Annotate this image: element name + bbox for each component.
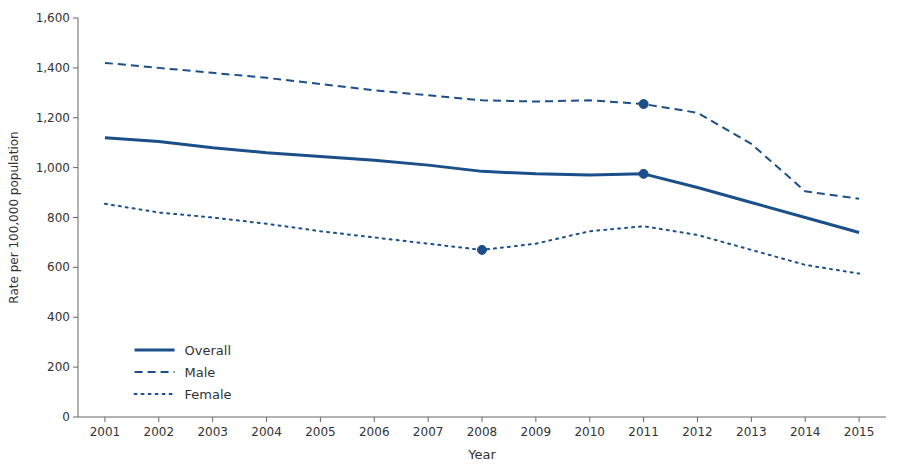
legend-swatch	[135, 393, 175, 395]
axes: 0 200 400 600 800 1,000 1,200 1,400 1,600 2001 200…	[36, 11, 886, 439]
series-line	[105, 204, 859, 274]
x-tick	[482, 417, 483, 422]
x-tick	[320, 417, 321, 422]
series-line	[105, 63, 859, 199]
x-tick	[266, 417, 267, 422]
plot-area	[105, 63, 859, 274]
page: {"chart_data": {"type": "line", "xlabel"…	[0, 0, 908, 469]
x-tick	[374, 417, 375, 422]
legend-swatch	[135, 371, 175, 373]
y-tick-label: 400	[47, 310, 70, 324]
marker	[639, 100, 648, 109]
marker	[478, 245, 487, 254]
y-tick	[73, 267, 78, 268]
y-tick-label: 1,600	[36, 11, 70, 25]
legend-label: Male	[185, 365, 216, 380]
x-tick	[643, 417, 644, 422]
legend: Overall Male Female	[135, 343, 232, 402]
y-tick-label: 200	[47, 360, 70, 374]
x-tick-label: 2006	[359, 425, 390, 439]
x-tick	[212, 417, 213, 422]
y-axis-label: Rate per 100,000 population	[7, 131, 21, 303]
y-tick-label: 600	[47, 260, 70, 274]
y-tick	[73, 18, 78, 19]
x-tick	[589, 417, 590, 422]
x-tick-label: 2004	[251, 425, 282, 439]
x-tick-label: 2013	[736, 425, 767, 439]
y-tick-label: 1,400	[36, 61, 70, 75]
x-tick-label: 2003	[197, 425, 228, 439]
x-tick	[859, 417, 860, 422]
y-tick	[73, 67, 78, 68]
y-tick	[73, 317, 78, 318]
x-tick	[428, 417, 429, 422]
x-tick	[805, 417, 806, 422]
y-tick	[73, 167, 78, 168]
x-tick-label: 2009	[521, 425, 552, 439]
marker	[639, 169, 648, 178]
x-tick-label: 2014	[790, 425, 821, 439]
y-tick-label: 800	[47, 211, 70, 225]
x-tick	[535, 417, 536, 422]
x-tick	[751, 417, 752, 422]
x-tick	[697, 417, 698, 422]
x-tick-label: 2012	[682, 425, 713, 439]
y-tick	[73, 217, 78, 218]
x-tick	[104, 417, 105, 422]
legend-label: Overall	[185, 343, 231, 358]
legend-label: Female	[185, 387, 232, 402]
x-tick-label: 2015	[844, 425, 875, 439]
y-tick-label: 1,000	[36, 161, 70, 175]
x-tick-label: 2002	[144, 425, 175, 439]
y-tick	[73, 117, 78, 118]
y-tick-label: 0	[62, 410, 70, 424]
y-tick	[73, 417, 78, 418]
x-tick-label: 2001	[90, 425, 121, 439]
x-axis-label: Year	[467, 447, 496, 462]
legend-swatch	[135, 349, 175, 352]
x-tick-label: 2005	[305, 425, 336, 439]
x-tick-label: 2008	[467, 425, 498, 439]
x-tick-label: 2011	[628, 425, 659, 439]
x-tick	[158, 417, 159, 422]
x-tick-label: 2007	[413, 425, 444, 439]
x-tick-label: 2010	[574, 425, 605, 439]
y-tick-label: 1,200	[36, 111, 70, 125]
chart: 0 200 400 600 800 1,000 1,200 1,400 1,600 2001 200…	[0, 0, 908, 469]
y-tick	[73, 367, 78, 368]
